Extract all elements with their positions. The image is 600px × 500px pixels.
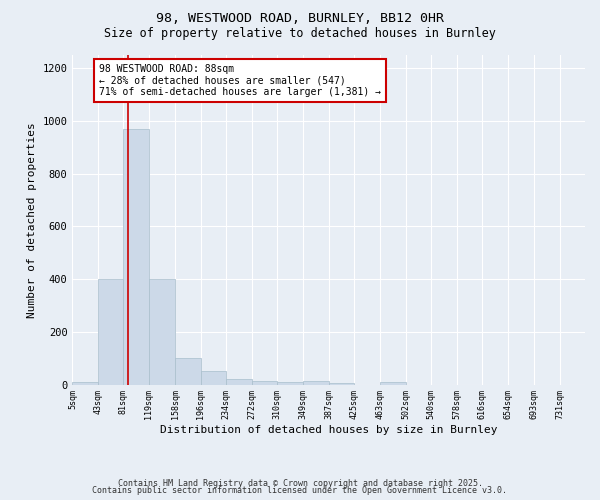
Bar <box>277 382 303 384</box>
Y-axis label: Number of detached properties: Number of detached properties <box>27 122 37 318</box>
Bar <box>200 372 226 384</box>
Text: 98 WESTWOOD ROAD: 88sqm
← 28% of detached houses are smaller (547)
71% of semi-d: 98 WESTWOOD ROAD: 88sqm ← 28% of detache… <box>99 64 381 98</box>
Bar <box>73 382 98 384</box>
Bar <box>380 382 406 384</box>
Bar <box>251 380 277 384</box>
Bar <box>226 380 251 384</box>
Text: 98, WESTWOOD ROAD, BURNLEY, BB12 0HR: 98, WESTWOOD ROAD, BURNLEY, BB12 0HR <box>156 12 444 26</box>
Text: Contains public sector information licensed under the Open Government Licence v3: Contains public sector information licen… <box>92 486 508 495</box>
Text: Contains HM Land Registry data © Crown copyright and database right 2025.: Contains HM Land Registry data © Crown c… <box>118 478 482 488</box>
Bar <box>175 358 200 384</box>
Bar <box>303 380 329 384</box>
X-axis label: Distribution of detached houses by size in Burnley: Distribution of detached houses by size … <box>160 425 497 435</box>
Bar <box>149 279 175 384</box>
Bar <box>124 129 149 384</box>
Text: Size of property relative to detached houses in Burnley: Size of property relative to detached ho… <box>104 28 496 40</box>
Bar <box>98 279 124 384</box>
